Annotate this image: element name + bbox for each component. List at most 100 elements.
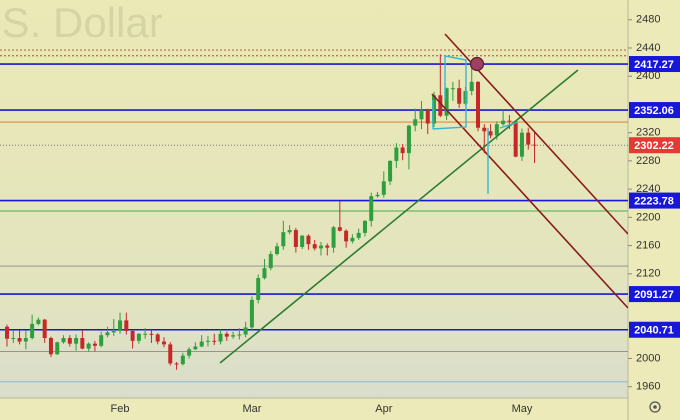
- candle-body: [143, 333, 148, 335]
- last-price-tag: [629, 137, 680, 154]
- candle-body: [111, 330, 116, 333]
- y-tick-label: 2120: [636, 268, 660, 280]
- candle-body: [199, 341, 204, 347]
- candle-body: [450, 88, 455, 90]
- candle-body: [394, 147, 399, 161]
- candle-body: [205, 340, 210, 342]
- candle-body: [469, 81, 474, 92]
- candle-body: [501, 120, 506, 125]
- y-tick-label: 2200: [636, 211, 660, 223]
- level-tag-label: 2352.06: [634, 105, 674, 117]
- drawing-shape: [499, 121, 519, 129]
- candle-body: [149, 333, 154, 335]
- settings-icon[interactable]: [649, 401, 661, 413]
- level-tag: [629, 321, 680, 338]
- candle-body: [281, 232, 286, 247]
- y-tick-label: 2000: [636, 352, 660, 364]
- candle-body: [262, 268, 267, 279]
- candle-body: [231, 335, 236, 337]
- candle-body: [482, 127, 487, 132]
- y-tick-label: 2160: [636, 239, 660, 251]
- candle-body: [168, 344, 173, 364]
- candle-body: [413, 119, 418, 126]
- candle-body: [432, 95, 437, 124]
- plot-background: [0, 0, 628, 398]
- candle-body: [306, 235, 311, 245]
- y-tick-label: 2280: [636, 155, 660, 167]
- level-tag-label: 2223.78: [634, 195, 674, 207]
- candle-body: [513, 121, 518, 157]
- level-tag-label: 2091.27: [634, 289, 674, 301]
- candle-body: [174, 363, 179, 365]
- candle-body: [105, 332, 110, 336]
- candle-body: [381, 181, 386, 195]
- x-tick-label: Mar: [242, 403, 261, 415]
- candle-body: [237, 334, 242, 336]
- candle-body: [256, 278, 261, 300]
- candle-body: [243, 327, 248, 335]
- last-price-tag-label: 2302.22: [634, 140, 674, 152]
- y-tick-label: 2240: [636, 183, 660, 195]
- candle-body: [507, 120, 512, 122]
- candle-body: [494, 124, 499, 136]
- candle-body: [187, 349, 192, 356]
- candle-body: [325, 245, 330, 248]
- y-tick-label: 1960: [636, 381, 660, 393]
- candle-body: [124, 320, 129, 331]
- candle-body: [476, 81, 480, 128]
- candle-body: [519, 132, 524, 157]
- settings-icon-center: [653, 405, 657, 409]
- candle-body: [74, 338, 79, 344]
- candle-body: [406, 125, 411, 154]
- candle-body: [444, 88, 449, 116]
- candle-body: [526, 132, 531, 145]
- y-tick-label: 2440: [636, 42, 660, 54]
- candle-body: [388, 160, 393, 182]
- level-tag: [629, 286, 680, 303]
- x-tick-label: May: [512, 403, 533, 415]
- candle-body: [193, 346, 198, 350]
- candle-body: [293, 230, 298, 247]
- candle-body: [369, 196, 374, 221]
- candle-body: [312, 244, 317, 249]
- candle-body: [488, 131, 493, 136]
- watermark: .S. Dollar: [0, 0, 163, 46]
- x-tick-label: Apr: [375, 403, 392, 415]
- candle-body: [80, 338, 85, 349]
- level-tag: [629, 56, 680, 73]
- level-tag: [629, 192, 680, 209]
- candle-body: [92, 343, 97, 346]
- candle-body: [532, 144, 537, 146]
- candle-body: [268, 254, 273, 269]
- candle-body: [136, 333, 141, 341]
- candle-body: [249, 299, 254, 328]
- candle-body: [99, 335, 104, 346]
- candle-body: [425, 110, 430, 124]
- candle-body: [48, 338, 53, 355]
- candle-body: [457, 88, 462, 104]
- y-tick-label: 2400: [636, 70, 660, 82]
- candle-body: [275, 246, 280, 255]
- candle-body: [162, 341, 166, 345]
- channel-line: [431, 93, 628, 309]
- candle-body: [344, 230, 349, 242]
- candle-body: [11, 338, 16, 340]
- candle-body: [218, 333, 223, 342]
- level-tag: [629, 102, 680, 119]
- level-tag-label: 2040.71: [634, 325, 674, 337]
- candle-body: [118, 320, 123, 331]
- y-tick-label: 2480: [636, 14, 660, 26]
- drawing-shape: [432, 55, 467, 130]
- marker-circle: [469, 56, 485, 72]
- candle-body: [23, 338, 28, 342]
- candle-body: [130, 330, 135, 341]
- candle-body: [67, 338, 72, 344]
- candle-body: [300, 235, 305, 247]
- trend-line: [219, 69, 579, 364]
- candle-body: [400, 147, 405, 154]
- candle-body: [5, 326, 9, 339]
- candle-body: [61, 338, 66, 343]
- candle-body: [356, 232, 361, 238]
- candle-body: [224, 333, 229, 337]
